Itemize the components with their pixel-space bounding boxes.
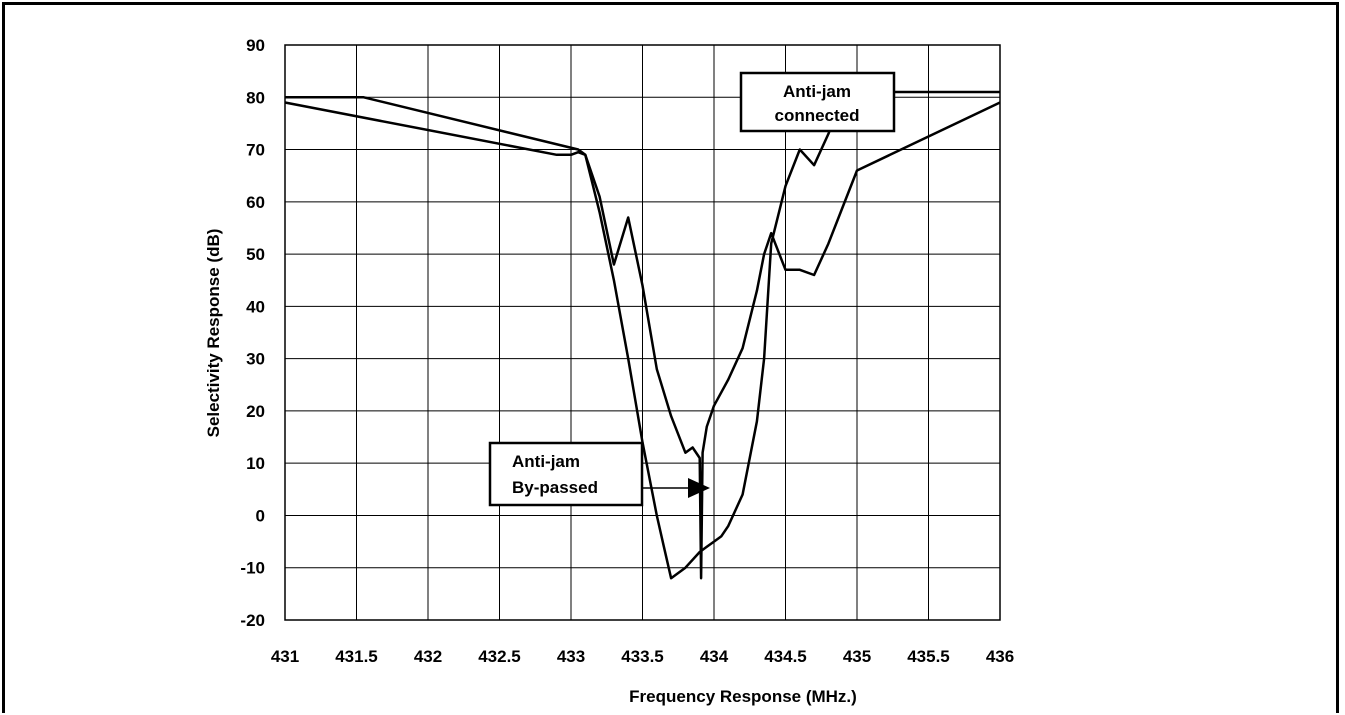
x-tick-labels: 431 431.5 432 432.5 433 433.5 434 434.5 435 435.5… xyxy=(271,647,1014,666)
y-tick-label: 20 xyxy=(246,402,265,421)
x-tick-label: 431.5 xyxy=(335,647,378,666)
y-tick-label: 90 xyxy=(246,36,265,55)
y-tick-label: 0 xyxy=(256,506,265,525)
y-tick-label: 60 xyxy=(246,193,265,212)
x-tick-label: 435.5 xyxy=(907,647,950,666)
x-tick-label: 435 xyxy=(843,647,871,666)
annotation-connected-line2: connected xyxy=(774,106,859,125)
x-tick-label: 433.5 xyxy=(621,647,664,666)
x-tick-label: 431 xyxy=(271,647,299,666)
annotation-connected-line1: Anti-jam xyxy=(783,82,851,101)
y-tick-label: 50 xyxy=(246,245,265,264)
y-tick-labels: 90 80 70 60 50 40 30 20 10 0 -10 -20 xyxy=(240,36,265,630)
y-tick-label: 80 xyxy=(246,88,265,107)
y-axis-title: Selectivity Response (dB) xyxy=(204,229,223,438)
y-tick-label: -20 xyxy=(240,611,265,630)
series-lines xyxy=(284,90,1001,580)
x-tick-label: 436 xyxy=(986,647,1014,666)
y-tick-label: 10 xyxy=(246,454,265,473)
x-tick-label: 434 xyxy=(700,647,729,666)
annotation-connected-box xyxy=(739,71,896,133)
y-tick-label: 40 xyxy=(246,297,265,316)
series-line-2 xyxy=(284,90,1000,580)
x-tick-label: 433 xyxy=(557,647,585,666)
annotation-connected: Anti-jam connected xyxy=(739,71,896,133)
annotation-bypassed-line1: Anti-jam xyxy=(512,452,580,471)
annotation-bypassed: Anti-jam By-passed xyxy=(488,441,710,507)
x-tick-label: 432.5 xyxy=(478,647,521,666)
y-tick-label: 70 xyxy=(246,141,265,160)
series-line-1 xyxy=(285,96,1001,580)
y-tick-label: -10 xyxy=(240,559,265,578)
x-tick-label: 434.5 xyxy=(764,647,807,666)
annotation-bypassed-arrowhead xyxy=(688,478,710,498)
x-tick-label: 432 xyxy=(414,647,442,666)
x-axis-title: Frequency Response (MHz.) xyxy=(629,687,857,706)
annotation-bypassed-line2: By-passed xyxy=(512,478,598,497)
y-tick-label: 30 xyxy=(246,350,265,369)
annotation-bypassed-box xyxy=(488,441,644,507)
